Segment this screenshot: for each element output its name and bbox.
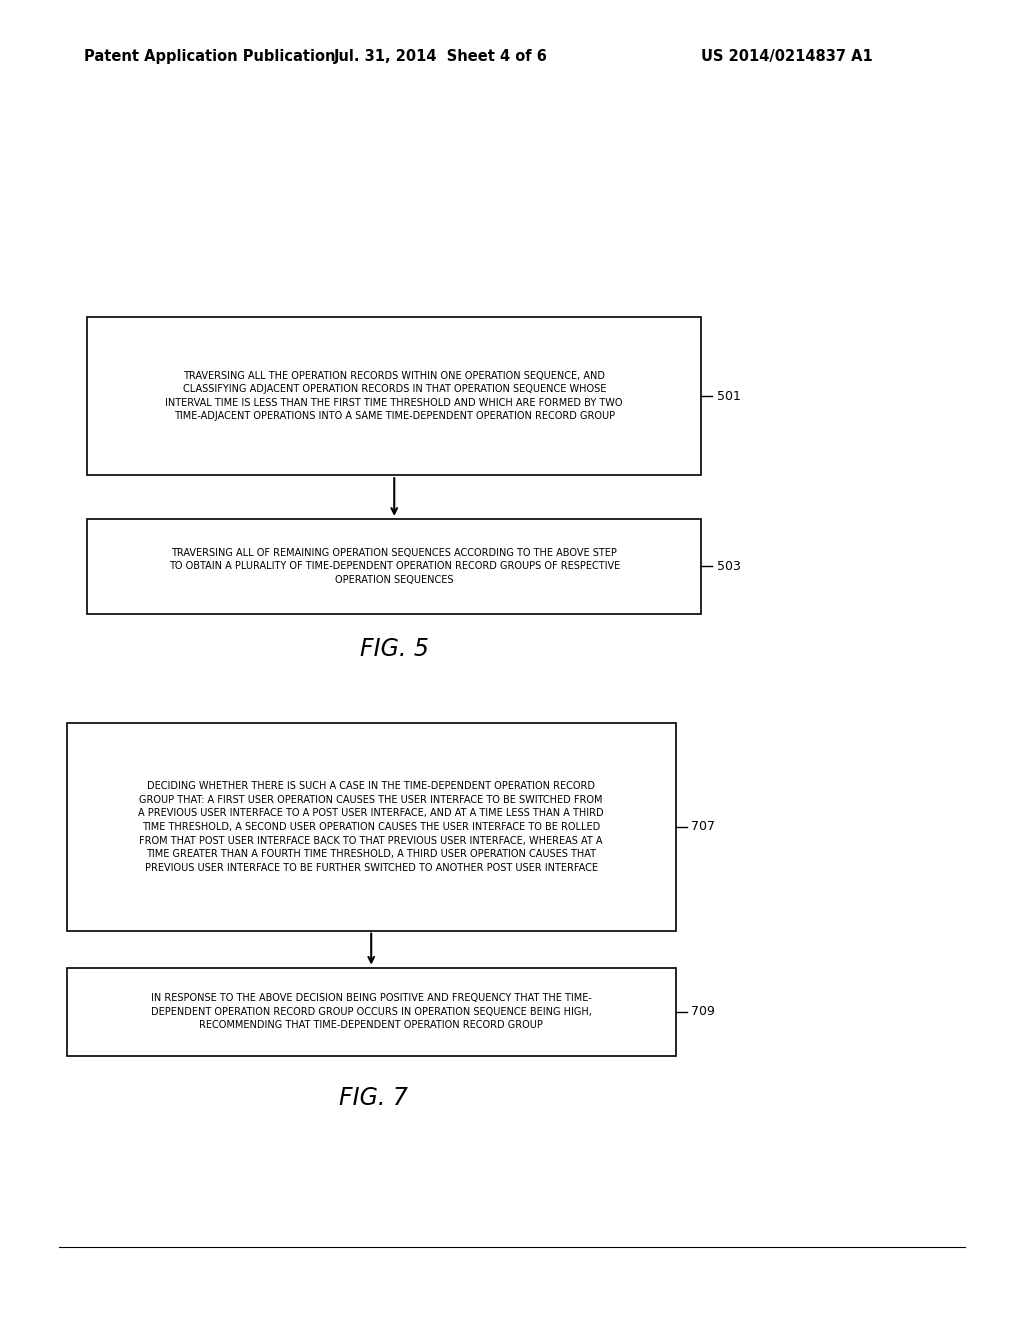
Text: Patent Application Publication: Patent Application Publication: [84, 49, 336, 65]
FancyBboxPatch shape: [87, 317, 701, 475]
Text: TRAVERSING ALL THE OPERATION RECORDS WITHIN ONE OPERATION SEQUENCE, AND
CLASSIFY: TRAVERSING ALL THE OPERATION RECORDS WIT…: [166, 371, 623, 421]
Text: FIG. 7: FIG. 7: [339, 1086, 409, 1110]
Text: US 2014/0214837 A1: US 2014/0214837 A1: [701, 49, 873, 65]
Text: 503: 503: [717, 560, 740, 573]
Text: IN RESPONSE TO THE ABOVE DECISION BEING POSITIVE AND FREQUENCY THAT THE TIME-
DE: IN RESPONSE TO THE ABOVE DECISION BEING …: [151, 993, 592, 1031]
FancyBboxPatch shape: [87, 519, 701, 614]
Text: 707: 707: [691, 821, 715, 833]
FancyBboxPatch shape: [67, 723, 676, 931]
Text: 501: 501: [717, 389, 740, 403]
Text: DECIDING WHETHER THERE IS SUCH A CASE IN THE TIME-DEPENDENT OPERATION RECORD
GRO: DECIDING WHETHER THERE IS SUCH A CASE IN…: [138, 781, 604, 873]
Text: TRAVERSING ALL OF REMAINING OPERATION SEQUENCES ACCORDING TO THE ABOVE STEP
TO O: TRAVERSING ALL OF REMAINING OPERATION SE…: [169, 548, 620, 585]
FancyBboxPatch shape: [67, 968, 676, 1056]
Text: 709: 709: [691, 1006, 715, 1018]
Text: FIG. 5: FIG. 5: [359, 638, 429, 661]
Text: Jul. 31, 2014  Sheet 4 of 6: Jul. 31, 2014 Sheet 4 of 6: [334, 49, 547, 65]
